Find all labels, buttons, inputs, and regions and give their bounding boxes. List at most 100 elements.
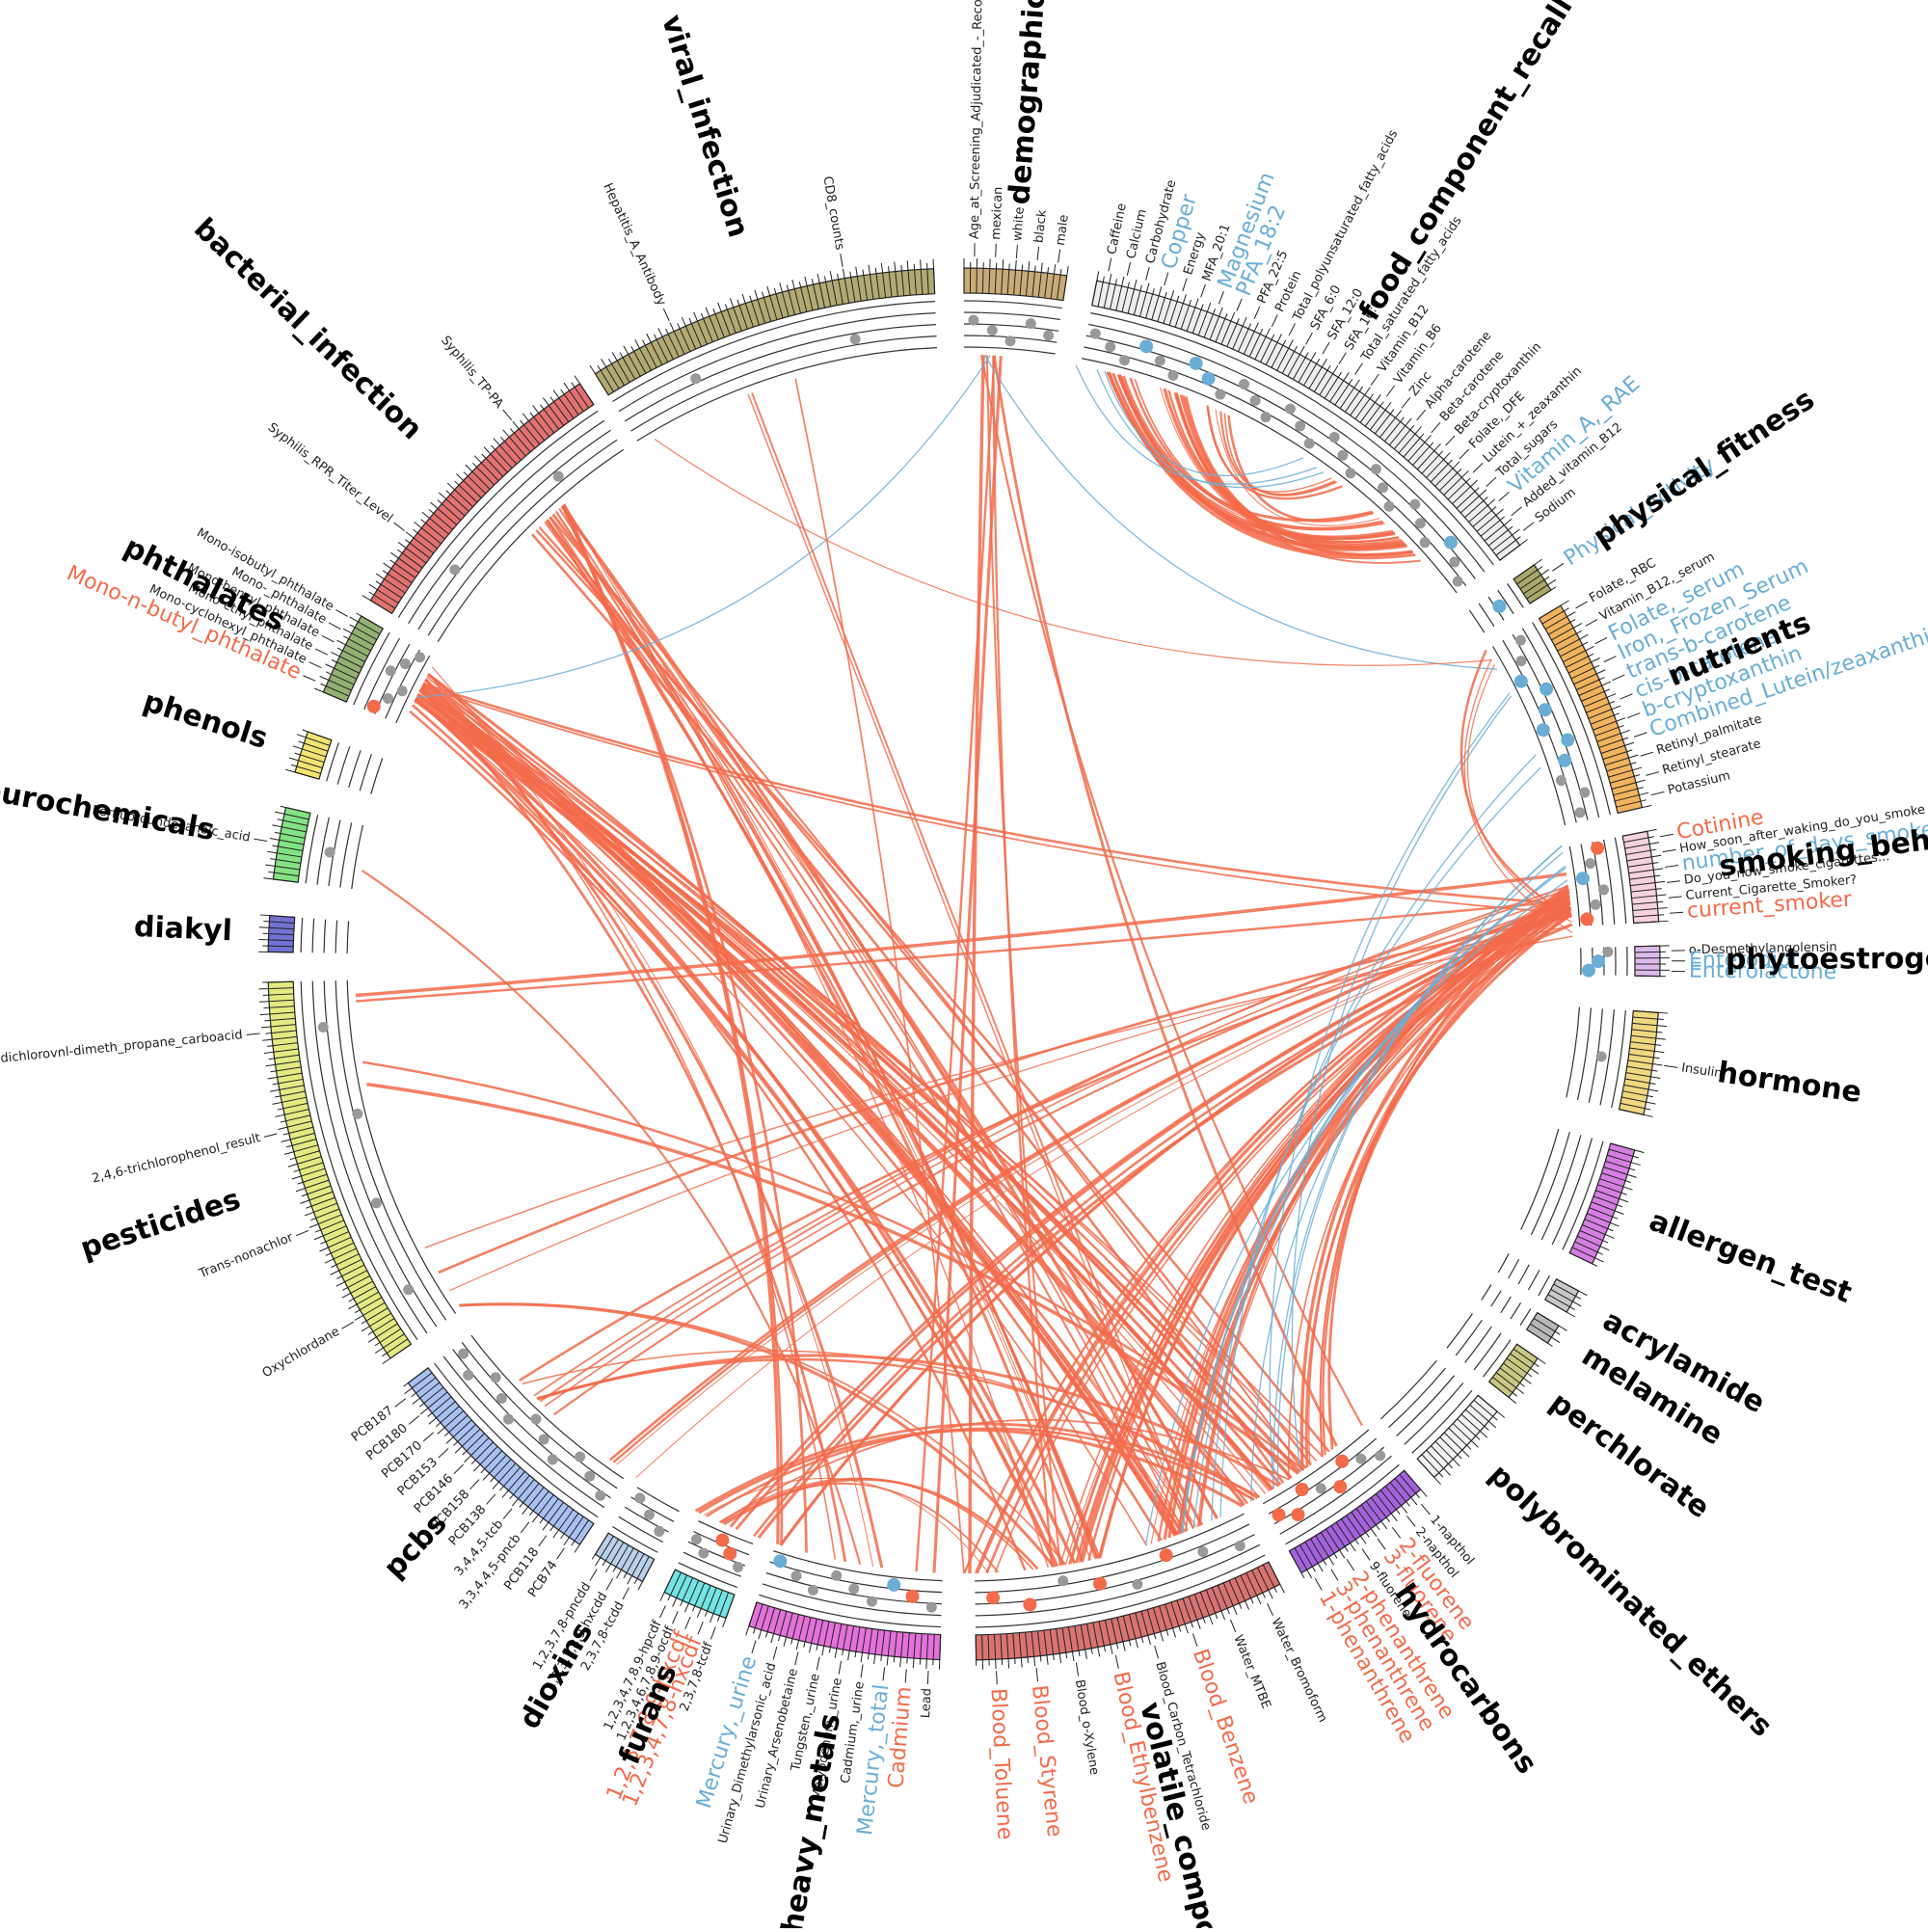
variable-dot	[575, 1452, 585, 1462]
label-leader	[1109, 258, 1111, 272]
label-leader	[1552, 563, 1564, 571]
variable-dot	[1345, 468, 1355, 478]
label-leader	[329, 623, 340, 630]
link	[428, 674, 1175, 1536]
link	[548, 519, 1090, 1560]
track-line	[1380, 1360, 1436, 1418]
track-line	[312, 919, 314, 953]
track-line	[1447, 1314, 1473, 1349]
variable-dot	[808, 1585, 818, 1596]
track-line	[1566, 1007, 1580, 1098]
variable-dot	[1105, 341, 1115, 352]
variable-label: white	[1010, 206, 1028, 242]
label-leader	[1155, 1646, 1159, 1658]
variable-dot	[791, 1570, 802, 1581]
track-line	[964, 301, 1062, 309]
variable-dot	[458, 1349, 469, 1359]
track-line	[1509, 1259, 1519, 1278]
variable-dot	[1316, 1483, 1326, 1493]
variable-dot	[698, 1547, 709, 1558]
band-tick	[258, 952, 293, 953]
label-leader	[1660, 834, 1674, 837]
track-line	[1465, 1327, 1492, 1362]
variable-dot	[1132, 1579, 1142, 1590]
group-band	[1620, 1011, 1659, 1115]
label-leader	[659, 1606, 665, 1619]
track-line	[975, 1524, 1249, 1593]
variable-dot	[1582, 964, 1595, 978]
label-leader	[454, 1464, 464, 1474]
label-leader	[1523, 523, 1534, 531]
variable-dot	[1492, 600, 1506, 613]
label-leader	[1392, 1527, 1400, 1538]
label-leader	[1036, 1668, 1037, 1681]
variable-dot	[1093, 1577, 1107, 1591]
variable-dot	[503, 1414, 514, 1425]
variable-dot	[367, 700, 381, 713]
variable-dot	[1190, 357, 1203, 370]
label-leader	[883, 1667, 885, 1680]
track-line	[1491, 1291, 1501, 1306]
label-leader	[1268, 1603, 1273, 1616]
variable-dot	[1516, 656, 1527, 666]
label-leader	[698, 1622, 703, 1634]
link	[981, 355, 1362, 1425]
variable-dot	[1540, 683, 1553, 696]
variable-dot	[496, 1393, 507, 1404]
variable-dot	[1043, 330, 1054, 340]
variable-dot	[1561, 734, 1574, 747]
variable-dot	[1329, 432, 1340, 443]
label-leader	[521, 1522, 529, 1533]
track-line	[1493, 646, 1566, 825]
track-line	[371, 758, 383, 793]
label-leader	[663, 309, 669, 321]
variable-dot	[1139, 339, 1153, 353]
label-leader	[1575, 602, 1587, 608]
variable-dot	[1333, 1480, 1347, 1493]
label-leader	[1371, 374, 1379, 385]
group-label: phytoestrogens	[1726, 942, 1928, 977]
label-leader	[1058, 250, 1060, 263]
group-label: food_component_recall	[1352, 0, 1580, 327]
variable-dot	[1292, 1508, 1305, 1521]
variable-dot	[1558, 754, 1571, 767]
track-line	[1474, 1333, 1501, 1370]
track-line	[964, 324, 1058, 331]
variable-dot	[1197, 1546, 1208, 1557]
label-leader	[1331, 1570, 1338, 1581]
variable-dot	[1453, 577, 1463, 587]
variable-dot	[1295, 420, 1305, 431]
variable-dot	[1539, 703, 1552, 716]
track-line	[1501, 1297, 1511, 1313]
label-leader	[303, 676, 315, 682]
variable-dot	[848, 1584, 859, 1595]
variable-dot	[1576, 872, 1590, 885]
variable-dot	[1596, 1051, 1607, 1061]
variable-dot	[539, 1434, 549, 1444]
label-leader	[557, 1548, 565, 1560]
label-leader	[1315, 1578, 1322, 1590]
variable-dot	[1371, 464, 1381, 474]
variable-dot	[1514, 675, 1528, 688]
track-line	[1469, 610, 1485, 632]
band-tick	[1635, 946, 1670, 947]
link	[550, 517, 1083, 1562]
variable-dot	[1239, 379, 1249, 389]
label-leader	[861, 1664, 863, 1677]
link	[1159, 892, 1569, 1542]
variable-dot	[400, 658, 411, 669]
track-line	[1498, 1253, 1509, 1273]
variable-dot	[595, 1490, 605, 1501]
variable-dot	[1579, 787, 1590, 797]
variable-dot	[1058, 1575, 1068, 1586]
variable-dot	[1285, 404, 1296, 415]
variable-dot	[1355, 1454, 1366, 1464]
link	[562, 506, 1202, 1525]
variable-dot	[1160, 1548, 1173, 1562]
group-label: bacterial_infection	[187, 212, 428, 446]
label-leader	[685, 1617, 690, 1629]
group-band	[295, 732, 332, 779]
label-leader	[1665, 866, 1678, 868]
